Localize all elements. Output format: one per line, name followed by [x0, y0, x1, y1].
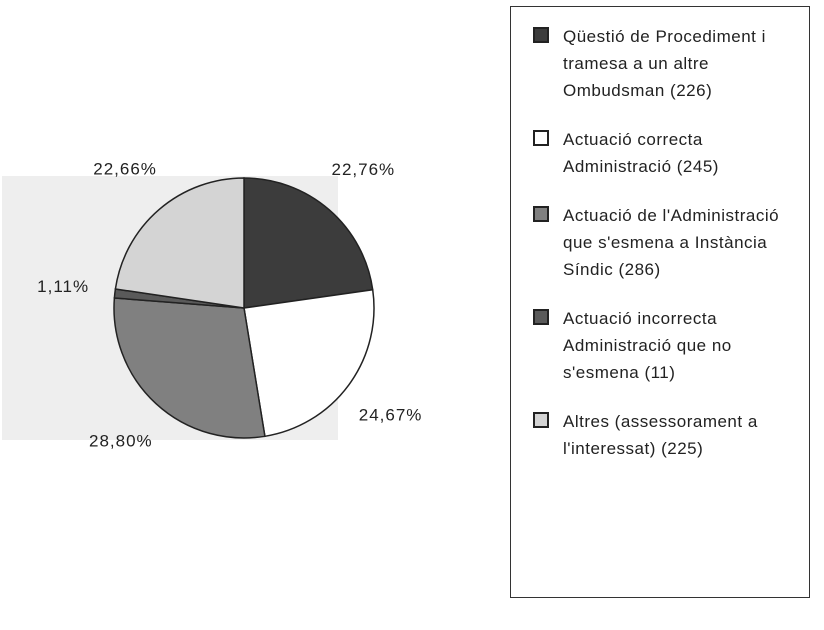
legend: Qüestió de Procediment i tramesa a un al…	[510, 6, 810, 598]
legend-entry: Actuació correcta Administració (245)	[533, 126, 799, 180]
data-label: 22,76%	[331, 160, 395, 179]
data-label: 1,11%	[37, 277, 89, 296]
legend-entry: Qüestió de Procediment i tramesa a un al…	[533, 23, 799, 104]
legend-swatch	[533, 412, 549, 428]
legend-label: Actuació incorrecta Administració que no…	[563, 309, 732, 382]
legend-label: Actuació correcta Administració (245)	[563, 130, 719, 176]
legend-label: Qüestió de Procediment i tramesa a un al…	[563, 27, 766, 100]
legend-label: Altres (assessorament a l'interessat) (2…	[563, 412, 758, 458]
pie-slice	[243, 177, 374, 309]
legend-swatch	[533, 206, 549, 222]
legend-entry: Actuació incorrecta Administració que no…	[533, 305, 799, 386]
legend-entry: Actuació de l'Administració que s'esmena…	[533, 202, 799, 283]
pie-slice	[113, 297, 266, 439]
chart: 22,76% 24,67% 28,80% 1,11% 22,66%	[2, 160, 423, 450]
data-label: 24,67%	[359, 405, 423, 424]
pie-slice	[243, 288, 375, 438]
legend-label: Actuació de l'Administració que s'esmena…	[563, 206, 780, 279]
data-label: 28,80%	[89, 431, 153, 450]
legend-swatch	[533, 27, 549, 43]
legend-entry: Altres (assessorament a l'interessat) (2…	[533, 408, 799, 462]
legend-swatch	[533, 130, 549, 146]
pie-slice	[114, 177, 245, 309]
data-label: 22,66%	[93, 160, 157, 179]
legend-swatch	[533, 309, 549, 325]
